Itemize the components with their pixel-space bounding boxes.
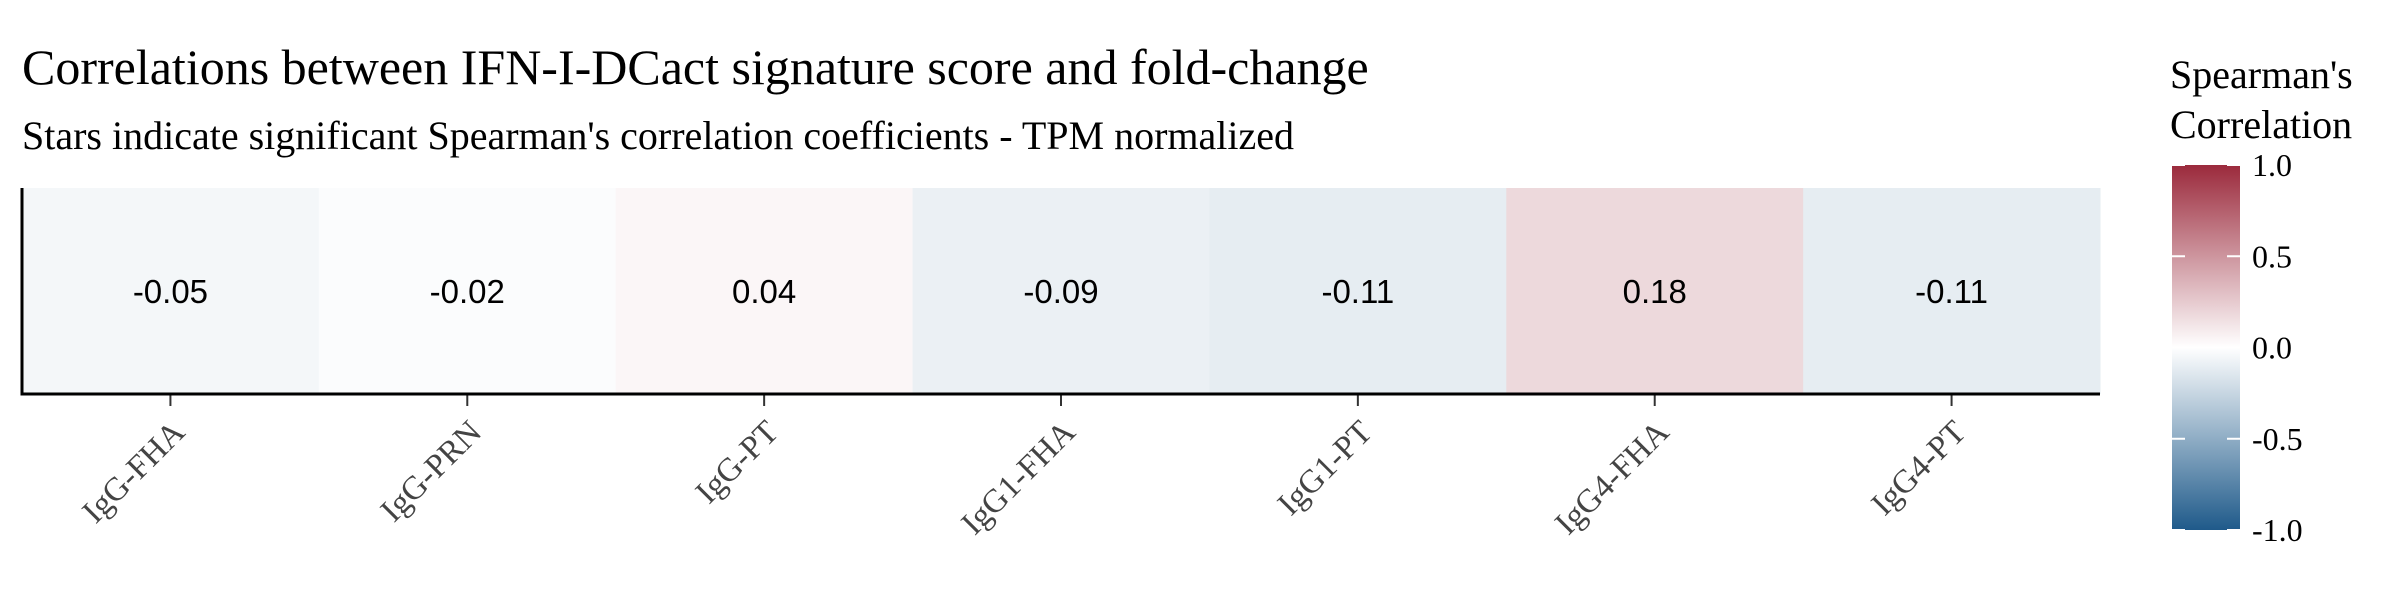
cell-value-label: -0.09 xyxy=(1023,273,1098,310)
cell-value-label: 0.18 xyxy=(1623,273,1687,310)
cell-value-label: -0.02 xyxy=(430,273,505,310)
heatmap-cell-igg-prn xyxy=(318,188,617,394)
heatmap-cell-igg-fha xyxy=(22,188,320,394)
legend-tick-label: -0.5 xyxy=(2252,421,2303,457)
legend-tick-label: -1.0 xyxy=(2252,512,2303,548)
cell-value-label: 0.04 xyxy=(732,273,796,310)
x-axis-tick-label: IgG4-PT xyxy=(1865,414,1973,522)
legend-tick-label: 0.5 xyxy=(2252,238,2292,274)
x-axis-tick-label: IgG4-FHA xyxy=(1549,414,1677,542)
chart-subtitle: Stars indicate significant Spearman's co… xyxy=(22,113,1295,158)
color-legend: Spearman's Correlation 1.0 0.5 0.0 -0.5 -1.0 xyxy=(2170,52,2353,548)
legend-tick-label: 0.0 xyxy=(2252,330,2292,366)
heatmap-cell-igg1-fha xyxy=(912,188,1210,394)
heatmap-cells: -0.05 -0.02 0.04 -0.09 -0.11 0.18 -0.11 xyxy=(22,188,2101,394)
chart-title: Correlations between IFN-I-DCact signatu… xyxy=(22,39,1369,95)
legend-tick-label: 1.0 xyxy=(2252,147,2292,183)
heatmap-cell-igg-pt xyxy=(615,188,914,394)
x-axis-tick-label: IgG-PRN xyxy=(374,414,489,529)
legend-title-line-1: Spearman's xyxy=(2170,52,2353,97)
legend-title-line-2: Correlation xyxy=(2170,102,2352,147)
cell-value-label: -0.11 xyxy=(1915,273,1988,310)
heatmap-cell-igg1-pt xyxy=(1209,188,1507,394)
x-axis-tick-label: IgG1-FHA xyxy=(955,414,1083,542)
x-axis-tick-label: IgG-FHA xyxy=(76,414,192,530)
heatmap-cell-igg4-fha xyxy=(1506,188,1804,394)
x-axis-tick-label: IgG1-PT xyxy=(1271,414,1379,522)
cell-value-label: -0.05 xyxy=(133,273,208,310)
cell-value-label: -0.11 xyxy=(1321,273,1394,310)
heatmap-cell-igg4-pt xyxy=(1803,188,2101,394)
x-axis-tick-label: IgG-PT xyxy=(689,414,786,511)
